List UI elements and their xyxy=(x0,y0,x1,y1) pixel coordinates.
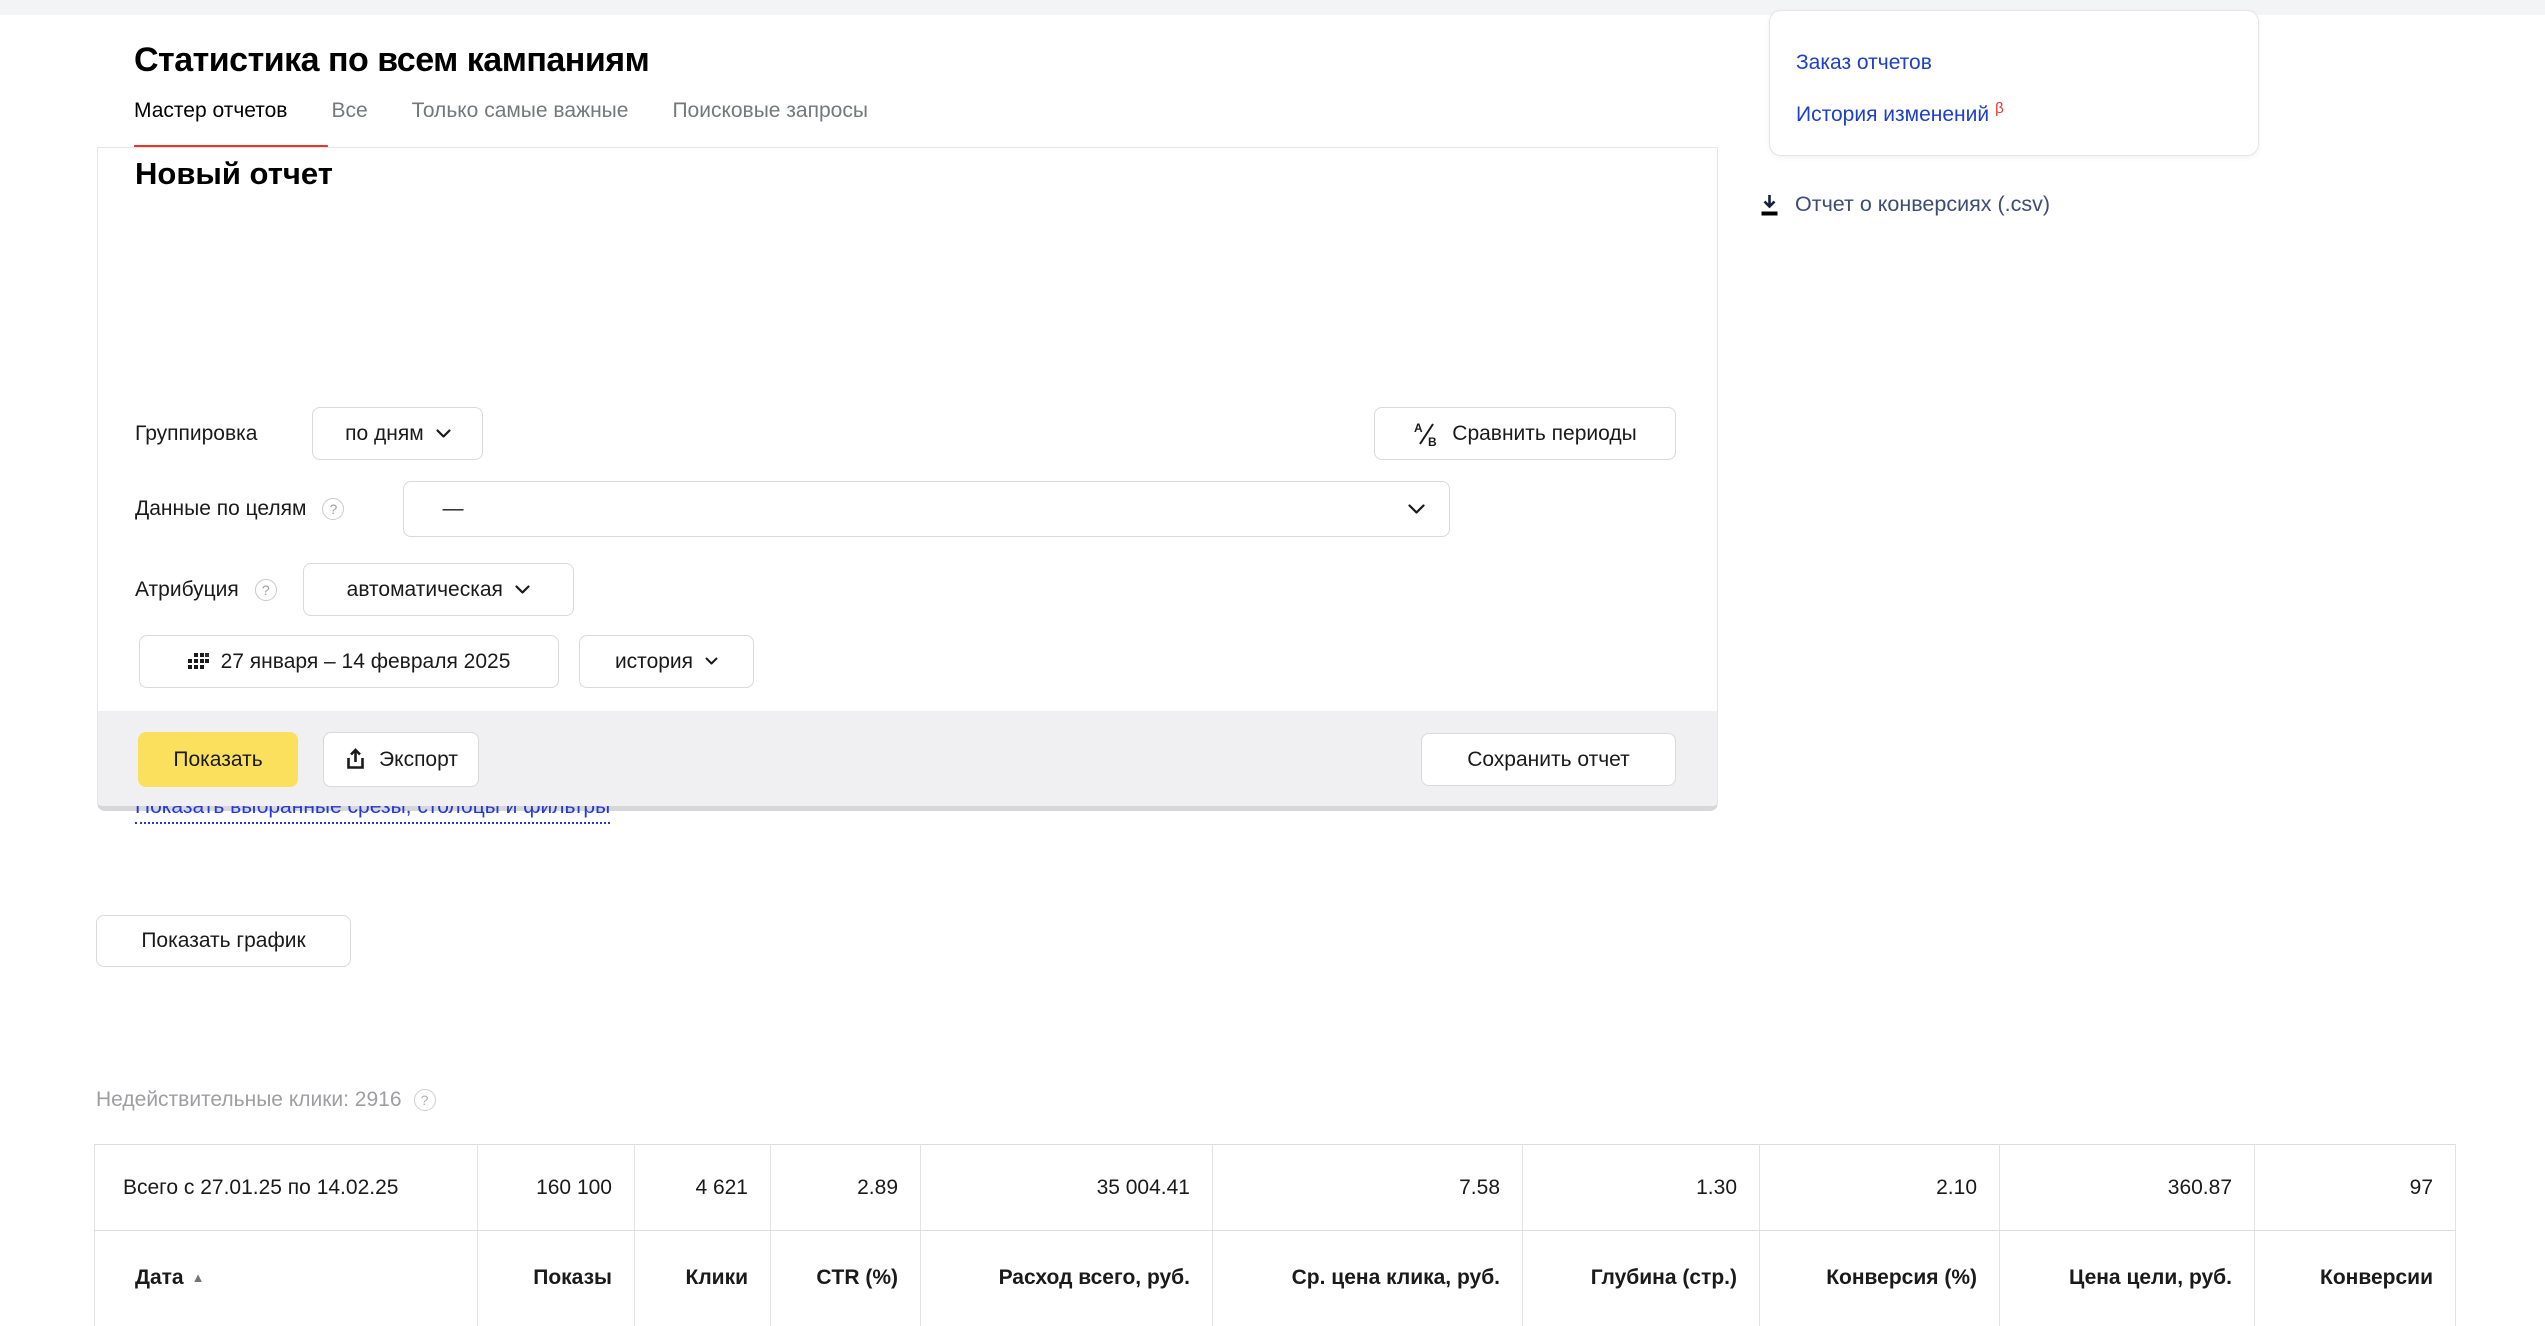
show-report-button[interactable]: Показать xyxy=(138,732,298,787)
compare-periods-button[interactable]: A B Сравнить периоды xyxy=(1374,407,1676,460)
ab-compare-icon: A B xyxy=(1414,421,1437,447)
column-header-ctr[interactable]: CTR (%) xyxy=(770,1230,921,1326)
invalid-clicks-text: Недействительные клики: 2916 xyxy=(96,1088,402,1111)
totals-period-cell: Всего с 27.01.25 по 14.02.25 xyxy=(94,1144,478,1231)
column-header-avg-cpc[interactable]: Ср. цена клика, руб. xyxy=(1212,1230,1523,1326)
column-header-conversions[interactable]: Конверсии xyxy=(2254,1230,2456,1326)
column-header-conversion-rate[interactable]: Конверсия (%) xyxy=(1759,1230,2000,1326)
attribution-help-icon[interactable]: ? xyxy=(254,578,277,601)
statistics-table: Всего с 27.01.25 по 14.02.25 160 100 4 6… xyxy=(94,1144,2456,1326)
grouping-dropdown[interactable]: по дням xyxy=(312,407,484,460)
conversion-report-csv-link[interactable]: Отчет о конверсиях (.csv) xyxy=(1758,192,2050,217)
report-actions-bar: Показать Экспорт Сохранить отчет xyxy=(98,711,1717,806)
report-section-title: Новый отчет xyxy=(135,156,333,191)
chevron-down-icon xyxy=(705,657,718,665)
reports-side-panel: Заказ отчетов История изменений β xyxy=(1769,10,2259,156)
goals-help-icon[interactable]: ? xyxy=(322,498,345,520)
goals-label: Данные по целям xyxy=(135,497,307,520)
column-header-clicks[interactable]: Клики xyxy=(634,1230,771,1326)
change-history-link[interactable]: История изменений β xyxy=(1796,100,2004,127)
date-range-value: 27 января – 14 февраля 2025 xyxy=(220,649,511,673)
page-title: Статистика по всем кампаниям xyxy=(134,40,650,79)
new-report-card: Новый отчет Группировка по дням A B Срав… xyxy=(97,147,1718,824)
tab-most-important[interactable]: Только самые важные xyxy=(411,99,629,122)
totals-avg-cpc: 7.58 xyxy=(1212,1144,1523,1231)
column-header-date[interactable]: Дата ▲ xyxy=(95,1231,478,1326)
history-label: история xyxy=(614,649,694,673)
tab-report-wizard[interactable]: Мастер отчетов xyxy=(134,99,288,122)
table-totals-row: Всего с 27.01.25 по 14.02.25 160 100 4 6… xyxy=(94,1144,2456,1231)
date-header-label: Дата xyxy=(135,1266,184,1290)
attribution-value: автоматическая xyxy=(346,577,503,601)
totals-clicks: 4 621 xyxy=(634,1144,771,1231)
report-tabs: Мастер отчетов Все Только самые важные П… xyxy=(134,99,868,123)
invalid-clicks-note: Недействительные клики: 2916 ? xyxy=(96,1088,436,1112)
svg-text:A: A xyxy=(1414,421,1423,435)
column-header-cost[interactable]: Расход всего, руб. xyxy=(920,1230,1213,1326)
totals-cost: 35 004.41 xyxy=(920,1144,1213,1231)
column-header-goal-cost[interactable]: Цена цели, руб. xyxy=(1999,1230,2255,1326)
calendar-grid-icon xyxy=(187,652,209,669)
export-label: Экспорт xyxy=(379,747,458,771)
invalid-clicks-help-icon[interactable]: ? xyxy=(413,1089,436,1111)
save-report-button[interactable]: Сохранить отчет xyxy=(1421,733,1676,786)
svg-text:B: B xyxy=(1428,435,1437,447)
column-header-depth[interactable]: Глубина (стр.) xyxy=(1522,1230,1760,1326)
compare-periods-label: Сравнить периоды xyxy=(1452,421,1637,445)
chevron-down-icon xyxy=(436,428,451,438)
totals-goal-cost: 360.87 xyxy=(1999,1144,2255,1231)
date-range-button[interactable]: 27 января – 14 февраля 2025 xyxy=(139,635,559,688)
show-chart-button[interactable]: Показать график xyxy=(96,915,351,967)
export-button[interactable]: Экспорт xyxy=(323,732,479,787)
grouping-label: Группировка xyxy=(135,421,258,445)
history-dropdown[interactable]: история xyxy=(579,635,754,688)
totals-conversions: 97 xyxy=(2254,1144,2456,1231)
sort-asc-icon: ▲ xyxy=(191,1270,205,1286)
export-upload-icon xyxy=(347,748,364,769)
totals-conversion-rate: 2.10 xyxy=(1759,1144,2000,1231)
totals-depth: 1.30 xyxy=(1522,1144,1760,1231)
table-header-row: Дата ▲ Показы Клики CTR (%) Расход всего,… xyxy=(95,1230,2456,1326)
chevron-down-icon xyxy=(515,584,530,594)
order-reports-link[interactable]: Заказ отчетов xyxy=(1796,51,1932,74)
goals-selected-value: — xyxy=(442,497,464,520)
tab-all[interactable]: Все xyxy=(331,99,368,122)
totals-impressions: 160 100 xyxy=(477,1144,635,1231)
column-header-impressions[interactable]: Показы xyxy=(477,1230,635,1326)
change-history-label: История изменений xyxy=(1796,103,1990,126)
download-icon xyxy=(1761,194,1778,215)
tab-search-queries[interactable]: Поисковые запросы xyxy=(672,99,868,122)
chevron-down-icon xyxy=(1408,503,1426,514)
totals-ctr: 2.89 xyxy=(770,1144,921,1231)
grouping-value: по дням xyxy=(345,421,424,445)
attribution-label: Атрибуция xyxy=(135,577,239,601)
goals-select[interactable]: — xyxy=(403,481,1451,537)
conversion-report-csv-label: Отчет о конверсиях (.csv) xyxy=(1795,192,2051,216)
attribution-dropdown[interactable]: автоматическая xyxy=(302,563,574,616)
beta-badge: β xyxy=(1995,100,2004,117)
